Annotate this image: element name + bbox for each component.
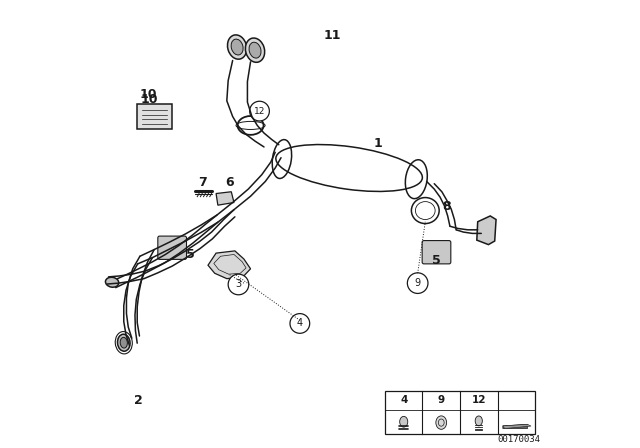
- Text: 6: 6: [225, 176, 234, 190]
- Text: 7: 7: [198, 176, 207, 190]
- FancyBboxPatch shape: [422, 241, 451, 264]
- Polygon shape: [477, 216, 496, 245]
- Text: 5: 5: [186, 248, 195, 261]
- Text: 8: 8: [442, 199, 451, 213]
- Ellipse shape: [400, 416, 408, 427]
- Ellipse shape: [106, 277, 119, 287]
- FancyBboxPatch shape: [385, 391, 535, 434]
- Text: 5: 5: [432, 254, 441, 267]
- Text: 9: 9: [438, 396, 445, 405]
- Circle shape: [408, 273, 428, 293]
- Circle shape: [290, 314, 310, 333]
- Polygon shape: [503, 424, 527, 429]
- Polygon shape: [503, 424, 531, 429]
- Ellipse shape: [249, 42, 261, 58]
- Ellipse shape: [231, 39, 243, 55]
- Ellipse shape: [475, 416, 483, 426]
- Text: 12: 12: [254, 107, 265, 116]
- Text: 1: 1: [374, 137, 383, 150]
- Polygon shape: [216, 192, 234, 205]
- Text: 4: 4: [400, 396, 408, 405]
- Ellipse shape: [120, 337, 127, 348]
- Text: 12: 12: [472, 396, 486, 405]
- Text: 10: 10: [140, 93, 157, 106]
- Polygon shape: [208, 251, 250, 279]
- Circle shape: [250, 101, 269, 121]
- Text: 4: 4: [297, 319, 303, 328]
- Text: 11: 11: [324, 29, 341, 43]
- Text: 00170034: 00170034: [498, 435, 541, 444]
- Text: 3: 3: [236, 280, 241, 289]
- FancyBboxPatch shape: [137, 104, 172, 129]
- Ellipse shape: [227, 35, 247, 59]
- Text: 2: 2: [134, 394, 143, 408]
- Ellipse shape: [436, 416, 447, 429]
- FancyBboxPatch shape: [158, 236, 186, 259]
- Text: 9: 9: [415, 278, 420, 288]
- Circle shape: [228, 274, 249, 295]
- Ellipse shape: [118, 334, 130, 351]
- Text: 10: 10: [140, 88, 157, 101]
- Ellipse shape: [245, 38, 265, 62]
